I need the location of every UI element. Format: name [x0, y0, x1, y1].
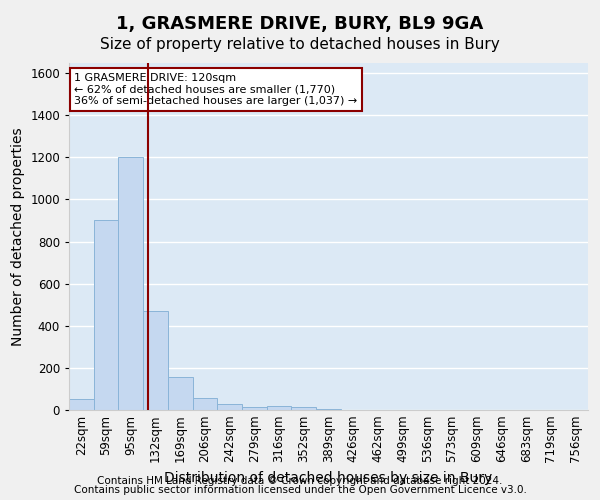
Bar: [217, 404, 242, 410]
Text: Contains HM Land Registry data © Crown copyright and database right 2024.: Contains HM Land Registry data © Crown c…: [97, 476, 503, 486]
Bar: [242, 407, 267, 410]
Text: Contains public sector information licensed under the Open Government Licence v3: Contains public sector information licen…: [74, 485, 526, 495]
Bar: [94, 220, 118, 410]
Text: Size of property relative to detached houses in Bury: Size of property relative to detached ho…: [100, 38, 500, 52]
Bar: [292, 407, 316, 410]
Bar: [118, 158, 143, 410]
Y-axis label: Number of detached properties: Number of detached properties: [11, 127, 25, 346]
Bar: [168, 378, 193, 410]
Bar: [267, 406, 292, 410]
Bar: [316, 409, 341, 410]
X-axis label: Distribution of detached houses by size in Bury: Distribution of detached houses by size …: [164, 471, 493, 485]
Text: 1, GRASMERE DRIVE, BURY, BL9 9GA: 1, GRASMERE DRIVE, BURY, BL9 9GA: [116, 15, 484, 33]
Text: 1 GRASMERE DRIVE: 120sqm
← 62% of detached houses are smaller (1,770)
36% of sem: 1 GRASMERE DRIVE: 120sqm ← 62% of detach…: [74, 73, 358, 106]
Bar: [143, 311, 168, 410]
Bar: [193, 398, 217, 410]
Bar: [69, 400, 94, 410]
